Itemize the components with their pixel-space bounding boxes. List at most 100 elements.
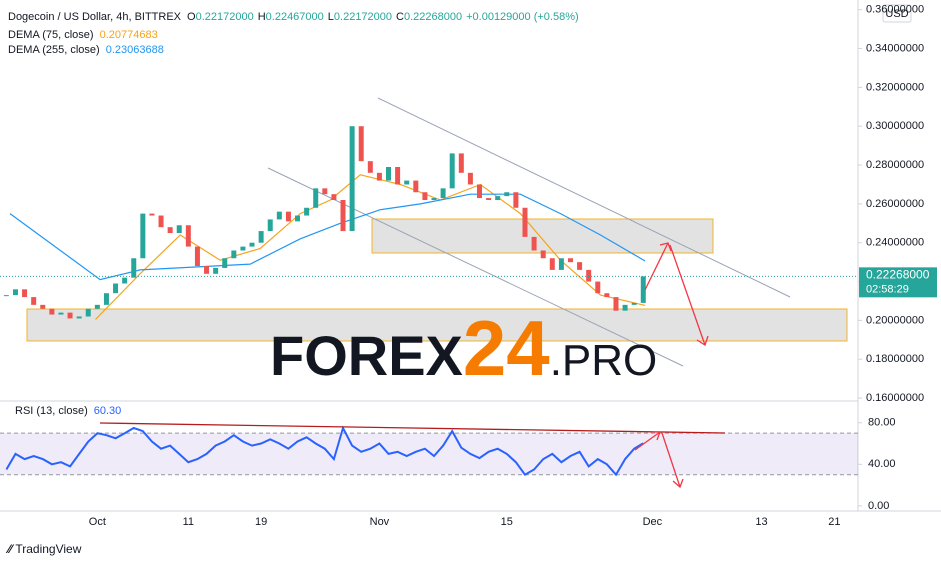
arrow — [644, 242, 669, 291]
candle — [185, 225, 191, 247]
symbol: Dogecoin / US Dollar, 4h, BITTREX — [8, 11, 182, 23]
candle — [613, 297, 619, 311]
rsi-band — [0, 433, 858, 475]
candle — [276, 211, 282, 220]
arrow — [669, 244, 706, 346]
candle — [249, 242, 255, 247]
x-tick-label: 11 — [183, 516, 194, 528]
candle — [504, 192, 510, 197]
branding: ⁄⁄ TradingView — [5, 542, 82, 556]
arrow-head — [659, 242, 672, 252]
candle — [531, 236, 537, 251]
candle — [395, 166, 401, 185]
candle — [549, 258, 555, 270]
candle — [358, 126, 364, 162]
candle — [258, 231, 264, 243]
candle — [231, 250, 237, 259]
candle — [413, 180, 419, 193]
y-tick-label: 0.16000000 — [866, 392, 924, 404]
candle — [622, 304, 628, 311]
candle — [131, 258, 137, 278]
rsi-title: RSI (13, close) — [15, 405, 88, 417]
rsi-value: 60.30 — [94, 405, 122, 417]
currency: USD — [885, 8, 908, 20]
candle — [367, 161, 373, 173]
candle — [167, 227, 173, 234]
watermark-part: .PRO — [550, 336, 658, 385]
candle — [204, 266, 210, 274]
arrow-head — [696, 335, 709, 346]
candle — [458, 153, 464, 173]
y-tick-label: 0.18000000 — [866, 353, 924, 365]
legend-value: 0.20774683 — [100, 29, 158, 41]
candle — [558, 258, 564, 270]
legend-value: 0.23063688 — [106, 44, 164, 56]
candle — [522, 207, 528, 237]
ohlc-label: H — [258, 11, 266, 23]
watermark-part: 24 — [463, 304, 550, 392]
candle — [122, 277, 128, 284]
candle — [31, 297, 37, 305]
candle — [40, 304, 46, 309]
ohlc-value: 0.22172000 — [334, 11, 392, 23]
header: Dogecoin / US Dollar, 4h, BITTREX O 0.2217… — [8, 11, 579, 23]
candle — [103, 293, 109, 305]
candle — [567, 258, 573, 263]
candle — [3, 295, 9, 297]
y-tick-label: 0.24000000 — [866, 237, 924, 249]
candle — [631, 302, 637, 305]
rsi-legend: RSI (13, close) 60.30 — [15, 405, 121, 417]
candle — [295, 215, 301, 222]
ohlc-label: L — [328, 11, 334, 23]
y-tick-label: 0.30000000 — [866, 120, 924, 132]
overlay-under — [26, 97, 848, 367]
candle — [158, 215, 164, 228]
candle — [422, 192, 428, 200]
candle — [604, 293, 610, 298]
candle — [595, 281, 601, 294]
y-tick-label: 40.00 — [868, 458, 896, 470]
candle — [22, 289, 28, 298]
y-tick-label: 0.36000000 — [866, 4, 924, 16]
candle — [440, 188, 446, 199]
y-tick-label: 0.26000000 — [866, 198, 924, 210]
candle — [349, 126, 355, 232]
candle — [58, 312, 64, 315]
candle — [176, 225, 182, 234]
y-tick-label: 0.34000000 — [866, 42, 924, 54]
x-tick-label: Oct — [89, 516, 106, 528]
branding-text: TradingView — [15, 542, 81, 556]
candle — [149, 213, 155, 216]
watermark: FOREX24.PRO — [270, 304, 657, 392]
y-tick-label: 0.00 — [868, 500, 889, 512]
candle — [49, 308, 55, 315]
watermark-part: FOREX — [270, 324, 463, 387]
candle — [194, 246, 200, 267]
candle — [495, 196, 501, 200]
candle — [304, 207, 310, 216]
price-tag-label: 0.22268000 — [866, 268, 930, 282]
candle — [513, 192, 519, 208]
candle — [431, 198, 437, 200]
x-tick-label: Dec — [643, 516, 663, 528]
candle — [285, 211, 291, 222]
ohlc-label: O — [187, 11, 196, 23]
change: +0.00129000 (+0.58%) — [466, 11, 579, 23]
overlay-arrows — [99, 242, 726, 489]
candle — [322, 188, 328, 195]
arrow-head — [672, 478, 684, 489]
y-tick-label: 0.28000000 — [866, 159, 924, 171]
currency-box — [882, 4, 912, 23]
ohlc-value: 0.22467000 — [266, 11, 324, 23]
candle — [113, 283, 119, 294]
support-zone — [26, 308, 848, 342]
resistance-zone — [371, 218, 714, 254]
x-tick-label: Nov — [370, 516, 390, 528]
candle — [67, 312, 73, 319]
legend-entry: DEMA (75, close) 0.20774683 — [8, 29, 158, 41]
x-tick-label: 21 — [828, 516, 840, 528]
candle — [376, 172, 382, 181]
candle — [222, 258, 228, 268]
